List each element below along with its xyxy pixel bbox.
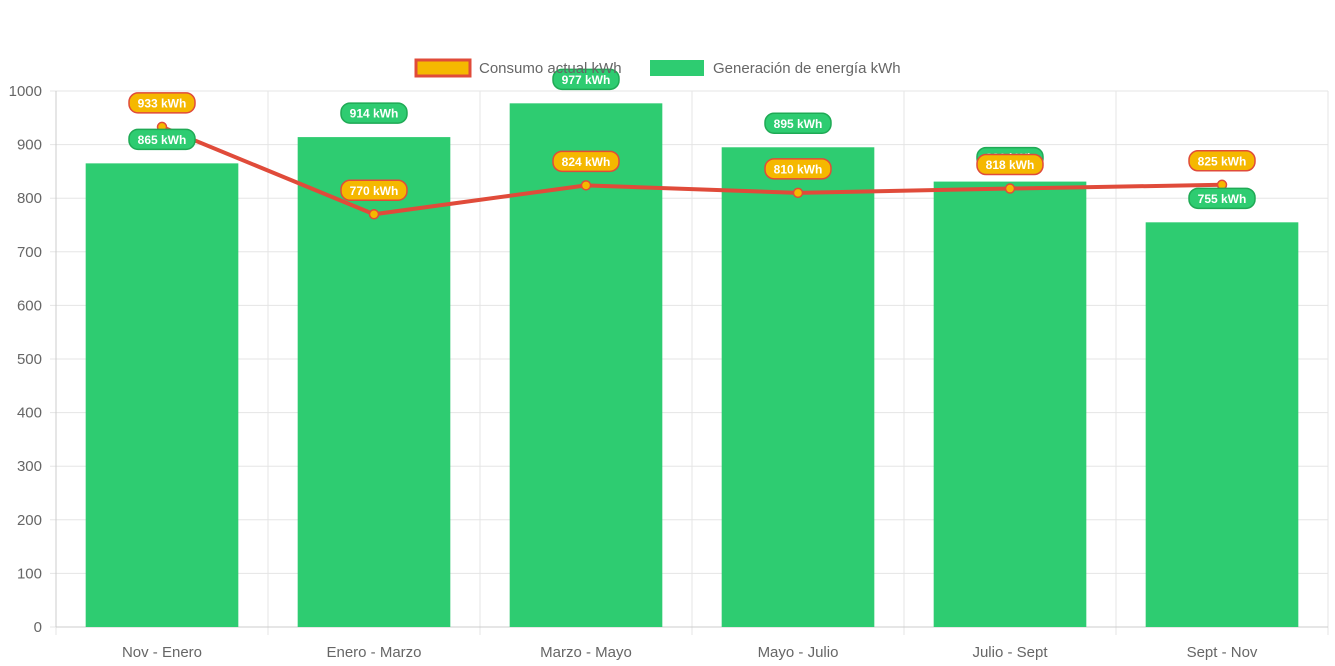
y-tick-label: 1000: [9, 83, 42, 100]
y-tick-label: 200: [17, 512, 42, 529]
x-tick-label: Julio - Sept: [972, 644, 1048, 661]
bar-value-label-bg: [552, 68, 620, 91]
bar-value-label-bg: [764, 112, 832, 135]
line-value-label-bg: [552, 150, 620, 173]
line-value-label: 818 kWh: [986, 158, 1035, 172]
bar-generacion[interactable]: [721, 147, 875, 627]
x-tick-label: Enero - Marzo: [326, 644, 421, 661]
line-value-label: 770 kWh: [350, 184, 399, 198]
legend-layer: Consumo actual kWh Generación de energía …: [414, 58, 901, 78]
line-value-label: 933 kWh: [138, 96, 187, 110]
bar-value-label: 977 kWh: [562, 73, 611, 87]
point-consumo[interactable]: [368, 209, 380, 220]
bar-value-label: 895 kWh: [774, 117, 823, 131]
y-tick-label: 100: [17, 565, 42, 582]
bar-value-label: 755 kWh: [1198, 192, 1247, 206]
grid-layer: [50, 90, 1329, 635]
point-consumo[interactable]: [580, 180, 592, 191]
x-tick-label: Sept - Nov: [1187, 644, 1258, 661]
line-value-label-bg: [340, 179, 408, 202]
line-value-label: 810 kWh: [774, 162, 823, 176]
y-tick-label: 800: [17, 190, 42, 207]
bar-value-label-bg: [128, 128, 196, 151]
bar-value-label: 914 kWh: [350, 107, 399, 121]
bar-generacion[interactable]: [933, 181, 1087, 628]
axis-layer: 0 100 200 300 400 500 600 700 800 900 1000 Nov - En…: [9, 83, 1328, 661]
y-tick-label: 500: [17, 351, 42, 368]
y-tick-label: 600: [17, 297, 42, 314]
point-consumo[interactable]: [792, 187, 804, 199]
y-tick-label: 400: [17, 405, 42, 422]
bar-value-label: 865 kWh: [138, 133, 187, 147]
y-tick-label: 900: [17, 137, 42, 154]
y-tick-label: 0: [34, 619, 42, 636]
x-tick-label: Marzo - Mayo: [540, 644, 632, 661]
bar-generacion[interactable]: [1145, 222, 1299, 627]
line-value-label: 825 kWh: [1198, 154, 1247, 168]
x-tick-label: Nov - Enero: [122, 644, 202, 661]
legend-label-generacion[interactable]: Generación de energía kWh: [713, 60, 901, 77]
x-tick-label: Mayo - Julio: [758, 644, 839, 661]
line-value-label-bg: [1188, 150, 1256, 172]
bar-generacion[interactable]: [85, 163, 239, 628]
bar-layer: [85, 103, 1299, 628]
line-value-label-bg: [976, 153, 1044, 176]
y-tick-label: 700: [17, 244, 42, 261]
y-tick-label: 300: [17, 458, 42, 475]
line-value-label-bg: [128, 92, 196, 114]
legend-label-consumo[interactable]: Consumo actual kWh: [479, 60, 622, 77]
line-value-label: 824 kWh: [562, 155, 611, 169]
line-value-label-bg: [764, 158, 832, 180]
legend-swatch-consumo[interactable]: [414, 58, 472, 78]
line-layer: [156, 121, 1228, 220]
line-consumo: [161, 125, 1223, 217]
bar-value-label-bg: [340, 102, 408, 124]
legend-swatch-generacion[interactable]: [650, 60, 704, 76]
point-consumo[interactable]: [1004, 183, 1016, 194]
bar-value-label-bg: [1188, 187, 1256, 210]
